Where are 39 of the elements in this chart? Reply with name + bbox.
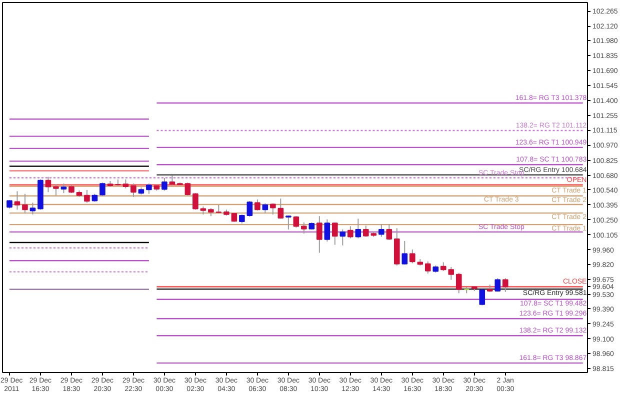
candlestick [402, 240, 408, 266]
candlestick [456, 272, 462, 294]
candlestick [45, 176, 52, 193]
candlestick [494, 278, 501, 292]
candlestick [324, 218, 330, 242]
candlestick [254, 199, 260, 211]
candlestick [30, 202, 36, 215]
candlestick [340, 228, 346, 246]
candlestick [316, 216, 322, 254]
candlestick [246, 200, 253, 218]
candlestick [60, 183, 67, 194]
candlestick [502, 278, 508, 292]
candlestick [184, 182, 191, 196]
candlestick [332, 222, 338, 246]
candlestick [355, 218, 362, 239]
candlestick [386, 224, 392, 241]
candlestick [409, 249, 416, 264]
candlestick [162, 177, 168, 192]
candlestick [464, 286, 470, 294]
candlestick [270, 202, 276, 216]
candlestick [293, 216, 300, 228]
candlestick [192, 192, 198, 210]
candlestick [378, 224, 384, 238]
candlestick [301, 222, 307, 234]
candlestick [348, 226, 354, 239]
candlestick [479, 288, 486, 306]
candlestick [22, 193, 28, 214]
candlestick [286, 214, 292, 230]
candlestick [130, 183, 136, 198]
candlestick [169, 174, 176, 186]
candlestick [278, 198, 284, 220]
candlestick [53, 184, 59, 196]
candlestick [84, 189, 90, 204]
candlestick [146, 183, 152, 194]
candlestick [100, 182, 106, 196]
candlestick [262, 202, 268, 214]
candlestick [448, 266, 454, 280]
candlestick [424, 260, 431, 274]
candlestick [14, 190, 20, 210]
